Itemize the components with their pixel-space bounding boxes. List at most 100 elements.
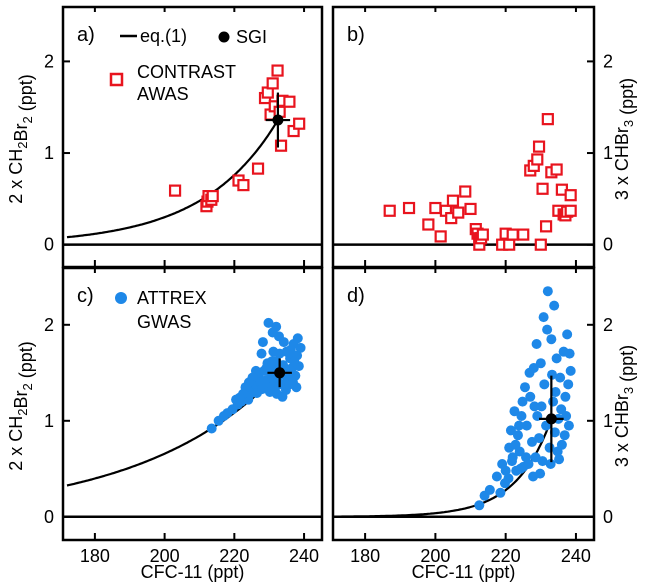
- data-point-square: [476, 228, 489, 241]
- data-point-square: [402, 201, 416, 215]
- data-point-circle: [545, 459, 556, 469]
- data-point-circle: [562, 329, 573, 340]
- data-point-circle: [521, 420, 532, 431]
- data-point-circle: [261, 363, 272, 373]
- data-point-circle: [560, 391, 571, 402]
- data-point-circle: [550, 387, 561, 397]
- data-point-square: [459, 185, 472, 198]
- y-axis-label: 2 x CH2Br2 (ppt): [6, 74, 36, 204]
- legend-obs-line2: GWAS: [137, 312, 191, 332]
- data-point-square: [517, 228, 530, 241]
- panel-frame: [61, 266, 324, 542]
- plot-area: [383, 113, 577, 251]
- plot-area: [337, 286, 576, 518]
- data-point-circle: [505, 425, 516, 436]
- y-axis-label: 3 x CHBr3 (ppt): [612, 345, 637, 467]
- y-axis-label-subscript: 3: [621, 120, 636, 127]
- data-point-circle: [206, 423, 217, 434]
- data-point-square: [503, 238, 516, 251]
- data-point-square: [506, 228, 519, 241]
- y-axis-label: 2 x CH2Br2 (ppt): [6, 341, 36, 471]
- plot-area: [66, 317, 306, 487]
- data-point-square: [422, 218, 435, 231]
- data-point-circle: [516, 411, 527, 421]
- data-point-circle: [231, 394, 242, 405]
- data-point-circle: [495, 487, 506, 498]
- plot-area: [66, 64, 306, 239]
- y-axis-label-subscript: 2: [15, 409, 30, 416]
- data-point-circle: [484, 484, 495, 495]
- y-axis-label-part: Br: [11, 123, 31, 141]
- y-axis-label-part: Br: [11, 390, 31, 408]
- data-point-circle: [289, 356, 300, 367]
- data-point-square: [429, 201, 442, 215]
- data-point-circle: [524, 367, 535, 378]
- data-point-circle: [295, 342, 306, 353]
- data-point-circle: [539, 379, 550, 390]
- data-point-circle: [549, 300, 560, 311]
- data-point-square: [271, 64, 284, 77]
- data-point-circle: [512, 430, 523, 441]
- panel-label: a): [77, 24, 95, 46]
- x-tick-label: 200: [420, 546, 450, 566]
- data-point-square: [564, 204, 577, 217]
- data-point-square: [464, 202, 477, 216]
- y-axis-label-subscript: 2: [20, 116, 35, 123]
- data-point-circle: [515, 463, 526, 474]
- eq1-curve: [66, 119, 279, 239]
- data-point-circle: [534, 433, 545, 444]
- y-tick-label: 2: [603, 51, 613, 71]
- data-point-circle: [474, 500, 485, 511]
- data-point-square: [539, 220, 553, 233]
- data-point-circle: [499, 478, 510, 489]
- data-point-circle: [563, 379, 574, 390]
- data-point-circle: [525, 391, 536, 402]
- panel-d: 0 1 2 180 200 220 240 CFC-11 (ppt) 3 x CHBr3 (pp…: [331, 266, 637, 582]
- data-point-circle: [517, 396, 528, 407]
- panel-label: d): [347, 285, 365, 307]
- data-point-circle: [559, 430, 570, 441]
- data-point-circle: [291, 382, 302, 393]
- y-axis-label-part: (ppt): [16, 341, 36, 383]
- data-point-circle: [514, 420, 525, 431]
- data-point-circle: [519, 382, 530, 393]
- data-point-square: [283, 95, 296, 108]
- legend-obs-line1: ATTREX: [137, 288, 207, 308]
- eq1-curve: [337, 418, 553, 518]
- data-point-square: [251, 162, 265, 175]
- panel-label: c): [77, 285, 94, 307]
- data-point-square: [274, 139, 288, 152]
- data-point-circle: [268, 346, 279, 357]
- y-axis-label-part: 3 x CHBr: [612, 127, 632, 200]
- data-point-circle: [546, 334, 557, 345]
- data-point-square: [206, 190, 219, 203]
- data-point-circle: [292, 333, 303, 344]
- data-point-square: [532, 140, 546, 153]
- y-axis-label-part: 2 x CH: [6, 416, 26, 471]
- data-point-circle: [563, 420, 574, 431]
- y-tick-label: 0: [603, 507, 613, 527]
- data-point-circle: [531, 339, 542, 349]
- data-point-circle: [555, 372, 566, 383]
- data-point-circle: [538, 312, 549, 323]
- y-axis-label-subscript: 2: [15, 142, 30, 149]
- data-point-circle: [552, 446, 563, 457]
- data-point-circle: [548, 396, 559, 407]
- data-point-circle: [509, 406, 520, 417]
- panel-b: 0 1 2 3 x CHBr3 (ppt) b): [331, 5, 637, 269]
- x-axis-label: CFC-11 (ppt): [412, 562, 516, 582]
- legend-sgi-label: SGI: [236, 27, 267, 47]
- legend-obs-line1: CONTRAST: [137, 62, 236, 82]
- y-tick-label: 0: [603, 235, 613, 255]
- data-point-circle: [278, 337, 289, 348]
- data-point-circle: [285, 344, 296, 355]
- y-axis-label-part: (ppt): [617, 78, 637, 120]
- data-point-circle: [500, 465, 511, 476]
- data-point-circle: [263, 317, 274, 328]
- y-axis-label-subscript: 3: [621, 387, 636, 394]
- x-tick-label: 220: [491, 546, 521, 566]
- y-axis-label-part: (ppt): [16, 74, 36, 116]
- y-tick-label: 1: [44, 411, 54, 431]
